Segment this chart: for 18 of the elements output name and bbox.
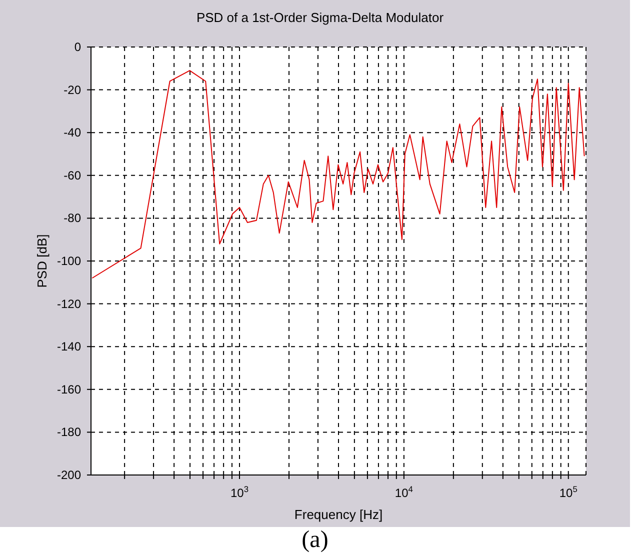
- y-tick-label: -200: [56, 468, 82, 482]
- y-tick-label: -80: [64, 211, 82, 226]
- y-tick-label: -60: [64, 168, 82, 182]
- y-tick-label: -180: [56, 425, 82, 440]
- y-tick-label: 0: [74, 40, 82, 54]
- y-tick-label: -140: [56, 340, 82, 354]
- chart-title: PSD of a 1st-Order Sigma-Delta Modulator: [195, 10, 445, 25]
- y-tick-label: -120: [56, 296, 82, 311]
- x-tick-label: 10$^{5}$: [559, 484, 578, 500]
- y-tick-label: -160: [56, 382, 82, 396]
- x-tick-label: 10$^{3}$: [230, 484, 249, 500]
- y-tick-label: -40: [64, 126, 82, 140]
- y-tick-label: -100: [56, 254, 82, 268]
- text: (a): [300, 527, 330, 554]
- x-axis-title: Frequency [Hz]: [293, 507, 384, 522]
- x-tick-label: 10$^{4}$: [394, 484, 414, 500]
- y-tick-label: -20: [64, 82, 82, 97]
- y-axis-title: PSD [dB]: [34, 234, 50, 288]
